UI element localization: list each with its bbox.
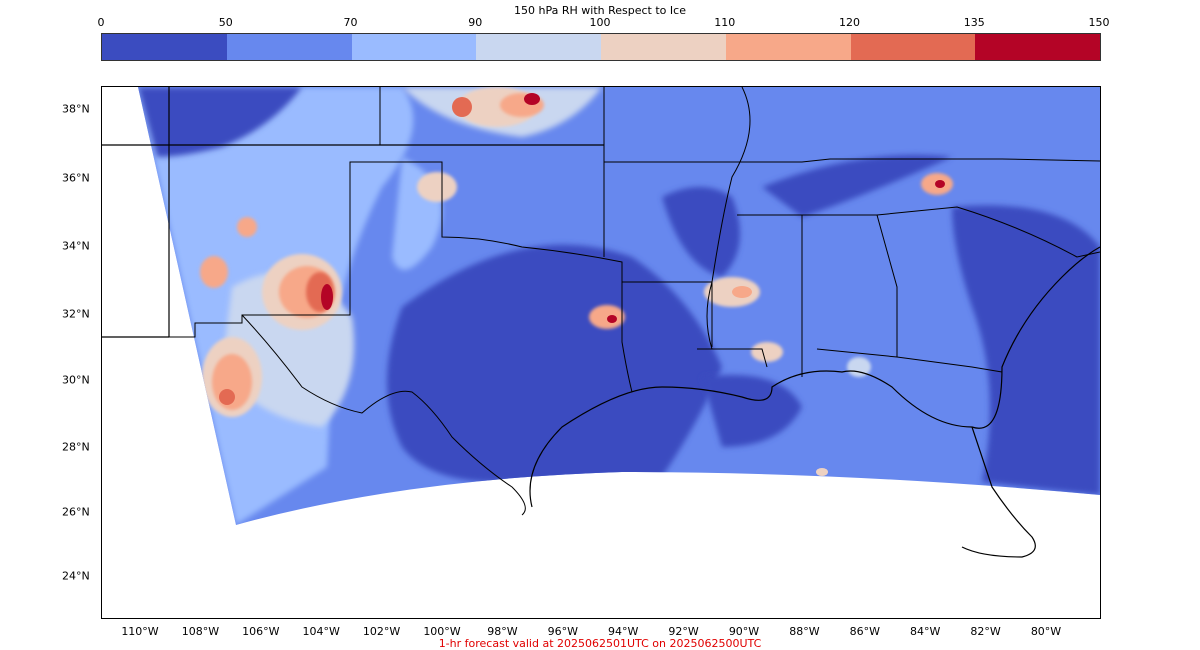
latitude-tick-label: 34°N <box>62 239 90 253</box>
colorbar-title: 150 hPa RH with Respect to Ice <box>514 4 686 17</box>
colorbar-tick-label: 50 <box>218 16 233 29</box>
longitude-tick-label: 96°W <box>547 625 578 638</box>
colorbar <box>101 33 1101 61</box>
colorbar-segment-2 <box>351 34 477 60</box>
forecast-valid-caption: 1-hr forecast valid at 2025062501UTC on … <box>438 637 762 650</box>
boundaries <box>102 87 1100 558</box>
colorbar-segment-7 <box>975 34 1100 60</box>
colorbar-segment-3 <box>476 34 601 60</box>
rh-dry-southeast <box>952 205 1100 495</box>
border-northern-states <box>604 158 1100 163</box>
mississippi-river <box>706 87 751 350</box>
latitude-tick-label: 28°N <box>62 440 90 454</box>
cell-fl-panhandle <box>847 357 871 377</box>
colorbar-segment-1 <box>226 34 352 60</box>
border-ms-coast <box>697 348 768 368</box>
longitude-tick-label: 92°W <box>668 625 699 638</box>
cell-kansas-west <box>452 97 472 117</box>
rh-moist-cells <box>200 87 953 476</box>
map-canvas <box>102 87 1100 558</box>
colorbar-tick-label: 135 <box>963 16 985 29</box>
longitude-tick-label: 86°W <box>849 625 880 638</box>
cell-nm-north <box>237 217 257 237</box>
longitude-tick-label: 90°W <box>728 625 760 638</box>
colorbar-tick-label: 100 <box>589 16 611 29</box>
colorbar-tick-label: 150 <box>1088 16 1110 29</box>
longitude-tick-label: 102°W <box>362 625 401 638</box>
colorbar-tick-label: 70 <box>343 16 358 29</box>
latitude-tick-label: 38°N <box>62 102 90 116</box>
border-rio-grande <box>241 314 526 516</box>
florida-peninsula <box>961 426 1036 558</box>
cell-louisiana-west <box>589 305 625 329</box>
colorbar-segment-0 <box>102 34 227 60</box>
longitude-tick-label: 106°W <box>242 625 280 638</box>
rh-dry-arkansas <box>662 187 740 277</box>
cell-nm-west <box>200 256 228 288</box>
latitude-tick-label: 30°N <box>62 373 90 387</box>
longitude-tick-label: 110°W <box>121 625 159 638</box>
border-al-fl <box>816 348 1003 373</box>
longitude-tick-label: 84°W <box>910 625 941 638</box>
cell-gulf <box>816 468 828 476</box>
colorbar-tick-label: 120 <box>839 16 860 29</box>
latitude-tick-label: 36°N <box>62 171 90 185</box>
cell-big-bend-120 <box>219 389 235 405</box>
border-al-ga <box>802 214 898 357</box>
longitude-tick-label: 108°W <box>181 625 220 638</box>
colorbar-segment-4 <box>601 34 726 60</box>
longitude-tick-label: 82°W <box>970 625 1001 638</box>
longitude-tick-label: 88°W <box>789 625 820 638</box>
rh-dry-nw <box>138 87 302 157</box>
cell-kansas-135 <box>524 93 540 105</box>
cell-mississippi-core <box>732 286 752 298</box>
colorbar-segment-5 <box>725 34 851 60</box>
cell-tennessee-core <box>935 180 945 188</box>
cell-ms-south <box>751 342 783 362</box>
longitude-tick-label: 98°W <box>487 625 518 638</box>
colorbar-segment-6 <box>850 34 976 60</box>
colorbar-tick-label: 110 <box>714 16 736 29</box>
gulf-atlantic-coastline <box>529 246 1100 508</box>
latitude-tick-label: 26°N <box>62 505 90 519</box>
latitude-tick-label: 24°N <box>62 569 90 583</box>
colorbar-tick-label: 90 <box>468 16 483 29</box>
longitude-tick-label: 94°W <box>608 625 639 638</box>
cell-panhandle <box>417 172 457 202</box>
border-texas <box>169 161 633 393</box>
cell-nm-east-135 <box>321 284 333 310</box>
rh-dry-tn-valley <box>762 155 952 217</box>
longitude-tick-label: 80°W <box>1030 625 1062 638</box>
longitude-tick-label: 104°W <box>302 625 340 638</box>
longitude-tick-label: 100°W <box>423 625 461 638</box>
cell-louisiana-west-core <box>607 315 617 323</box>
border-ga-sc-nc <box>876 206 1100 258</box>
rh-field <box>138 87 1100 525</box>
map-frame <box>101 86 1101 619</box>
rh-dry-texas <box>387 244 722 483</box>
colorbar-tick-label: 0 <box>97 16 105 29</box>
latitude-tick-label: 32°N <box>62 307 90 321</box>
